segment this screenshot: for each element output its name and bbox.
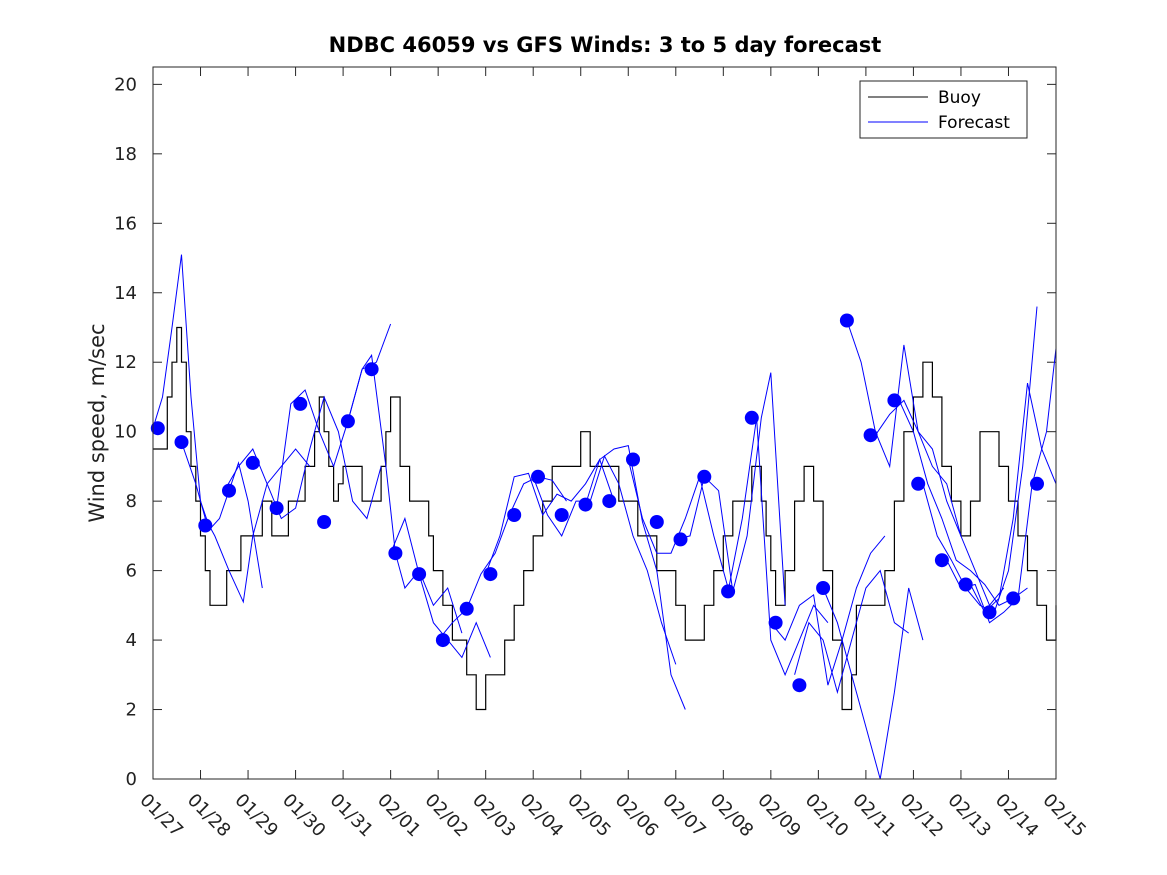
x-tick-label: 02/14 [991, 790, 1043, 842]
y-tick-label: 8 [126, 491, 137, 512]
forecast-point [863, 428, 878, 443]
plot-area [153, 67, 1056, 779]
x-tick-label: 01/29 [231, 790, 283, 842]
forecast-line [846, 320, 962, 537]
x-tick-label: 01/27 [135, 790, 187, 842]
forecast-line [794, 569, 909, 695]
y-tick-label: 12 [114, 352, 137, 373]
forecast-point [1006, 591, 1021, 606]
y-tick-label: 20 [114, 74, 137, 95]
forecast-point [792, 678, 807, 693]
forecast-line [727, 417, 829, 677]
y-tick-label: 0 [126, 769, 137, 790]
forecast-point [602, 494, 617, 509]
forecast-line [437, 476, 567, 641]
forecast-point [340, 414, 355, 429]
x-tick-label: 02/02 [421, 790, 473, 842]
forecast-point [531, 469, 545, 484]
forecast-point [317, 515, 332, 529]
y-tick-label: 2 [126, 700, 137, 721]
forecast-point [507, 508, 522, 522]
x-tick-label: 01/30 [278, 790, 330, 842]
forecast-point [578, 497, 593, 512]
y-axis-label: Wind speed, m/sec [85, 323, 109, 522]
y-tick-label: 4 [126, 630, 137, 651]
forecast-line [922, 306, 1038, 613]
y-tick-label: 16 [114, 213, 137, 234]
forecast-point [911, 476, 926, 491]
forecast-point [222, 483, 236, 498]
x-tick-label: 02/12 [896, 790, 948, 842]
chart-title: NDBC 46059 vs GFS Winds: 3 to 5 day fore… [329, 33, 882, 57]
forecast-point [1030, 476, 1044, 491]
x-tick-label: 02/03 [468, 790, 520, 842]
forecast-point [269, 501, 284, 516]
forecast-point [459, 601, 474, 616]
forecast-line [347, 353, 463, 634]
forecast-point [198, 518, 213, 533]
buoy-series [153, 326, 1057, 711]
forecast-line [181, 441, 311, 604]
y-tick-label: 14 [114, 283, 137, 304]
forecast-point [364, 362, 379, 377]
forecast-point [816, 581, 831, 595]
forecast-point [934, 553, 949, 568]
legend-forecast-label: Forecast [938, 113, 1010, 133]
forecast-point [839, 313, 854, 328]
legend: Buoy Forecast [859, 80, 1028, 139]
x-tick-label: 02/13 [943, 790, 995, 842]
forecast-line [485, 458, 615, 575]
legend-box [859, 80, 1028, 139]
forecast-point [721, 584, 736, 599]
x-tick-label: 02/08 [706, 790, 758, 842]
forecast-point [150, 421, 165, 436]
x-tick-label: 02/15 [1038, 790, 1090, 842]
forecast-point [483, 567, 498, 582]
forecast-line [770, 535, 886, 686]
forecast-line [152, 254, 263, 589]
x-tick-label: 02/06 [611, 790, 663, 842]
forecast-point [958, 577, 973, 592]
forecast-point [293, 396, 308, 411]
x-tick-label: 02/07 [658, 790, 710, 842]
forecast-point [412, 567, 427, 582]
forecast-point [174, 435, 189, 450]
forecast-point [388, 546, 403, 561]
x-tick-label: 02/11 [848, 790, 900, 842]
forecast-point [744, 410, 759, 425]
forecast-point [697, 469, 712, 484]
forecast-line [898, 400, 1028, 606]
y-tick-label: 10 [114, 422, 137, 443]
forecast-markers [150, 313, 1044, 693]
forecast-line [585, 444, 686, 710]
forecast-line [390, 516, 491, 659]
x-tick-label: 02/04 [516, 790, 568, 842]
x-tick-label: 02/09 [753, 790, 805, 842]
forecast-point [245, 455, 260, 470]
y-tick-label: 6 [126, 561, 137, 582]
forecast-point [673, 532, 688, 547]
forecast-point [982, 605, 997, 620]
x-tick-label: 01/28 [183, 790, 235, 842]
y-axis: 0 2 4 6 8 10 12 14 16 18 20 [114, 74, 1056, 790]
x-tick-label: 02/05 [563, 790, 615, 842]
forecast-point [649, 515, 664, 529]
forecast-point [626, 452, 640, 467]
x-tick-label: 01/31 [326, 790, 378, 842]
legend-buoy-label: Buoy [938, 88, 981, 108]
forecast-line [874, 399, 1005, 607]
forecast-line [223, 395, 382, 520]
plot-frame [152, 66, 1057, 780]
forecast-line [822, 587, 924, 780]
buoy-line [153, 326, 1057, 711]
x-tick-label: 02/01 [373, 790, 425, 842]
x-tick-label: 02/10 [801, 790, 853, 842]
y-tick-label: 18 [114, 144, 137, 165]
forecast-point [887, 393, 902, 408]
forecast-point [768, 615, 783, 630]
forecast-point [435, 633, 450, 648]
forecast-point [554, 508, 569, 522]
